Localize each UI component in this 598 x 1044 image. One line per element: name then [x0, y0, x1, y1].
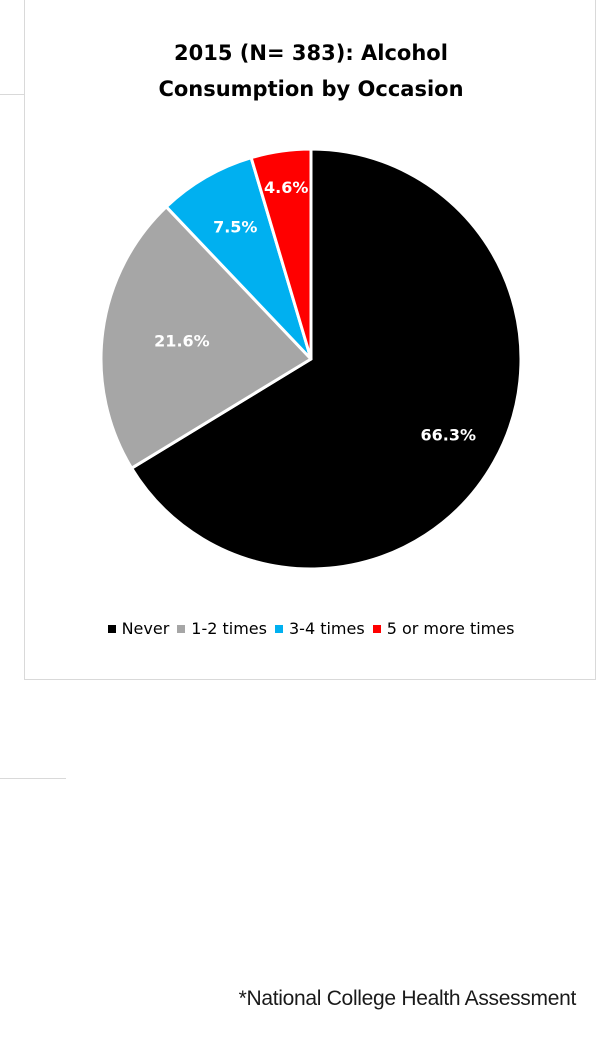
legend-swatch — [372, 624, 381, 633]
legend-swatch — [177, 624, 186, 633]
legend-label: 1-2 times — [191, 619, 267, 638]
middle-divider — [0, 778, 66, 779]
legend-item-never: Never — [107, 619, 170, 638]
data-label-1-2-times: 21.6% — [154, 331, 210, 350]
data-label-never: 66.3% — [421, 426, 477, 445]
legend-item-1-2-times: 1-2 times — [177, 619, 267, 638]
legend-swatch — [274, 624, 283, 633]
pie-slice-5-or-more-times — [249, 147, 313, 361]
data-label-3-4-times: 7.5% — [213, 218, 257, 237]
legend-label: Never — [121, 619, 170, 638]
legend-item-5-or-more-times: 5 or more times — [372, 619, 515, 638]
chart-title-line-2: Consumption by Occasion — [158, 77, 464, 101]
chart-title-line-1: 2015 (N= 383): Alcohol — [174, 41, 448, 65]
pie-chart: 66.3% 21.6% 7.5% 4.6% — [99, 147, 523, 571]
pie-slice-1-2-times — [99, 205, 313, 470]
chart-title: 2015 (N= 383): Alcohol Consumption by Oc… — [25, 35, 597, 107]
pie-slice-never — [130, 147, 523, 571]
top-divider — [0, 94, 24, 95]
legend-item-3-4-times: 3-4 times — [274, 619, 365, 638]
chart-legend: Never 1-2 times 3-4 times 5 or more times — [25, 619, 597, 638]
pie-slice-3-4-times — [164, 156, 313, 361]
footnote: *National College Health Assessment — [238, 987, 577, 1010]
legend-label: 3-4 times — [288, 619, 365, 638]
legend-label: 5 or more times — [386, 619, 515, 638]
data-label-5-or-more-times: 4.6% — [264, 178, 308, 197]
legend-swatch — [107, 624, 116, 633]
chart-panel: 2015 (N= 383): Alcohol Consumption by Oc… — [24, 0, 596, 680]
pie-slices — [99, 147, 523, 571]
pie-data-labels: 66.3% 21.6% 7.5% 4.6% — [154, 178, 476, 445]
